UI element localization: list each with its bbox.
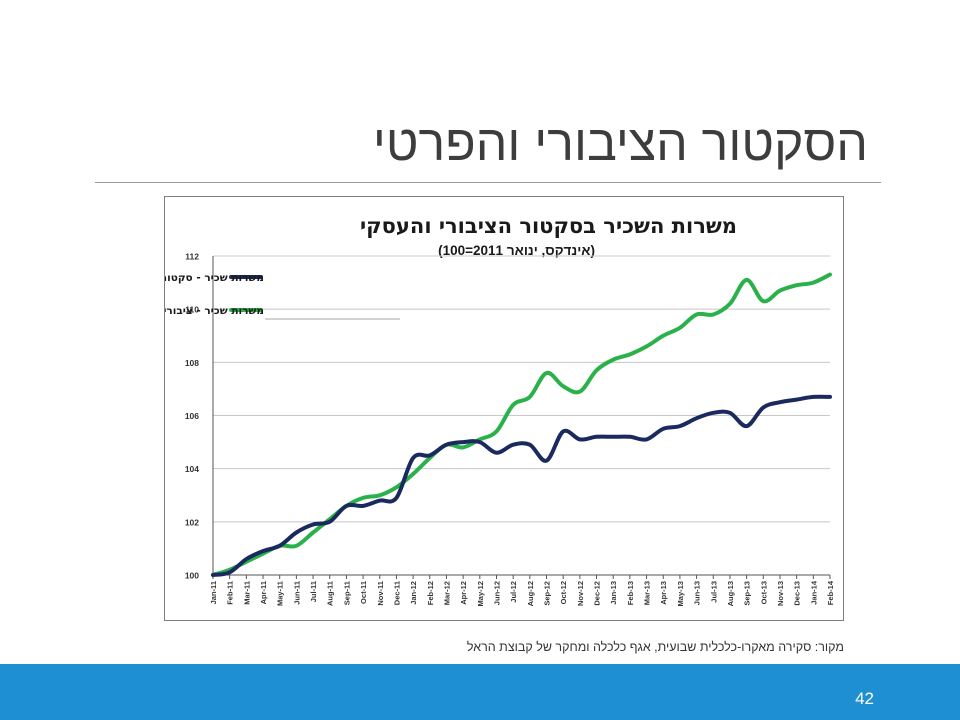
x-tick-label: Aug-11 bbox=[326, 581, 335, 606]
x-tick-label: Apr-11 bbox=[259, 581, 268, 604]
x-tick-label: May-12 bbox=[476, 581, 485, 606]
legend: משרות שכיר - סקטור עסקי משרות שכיר - ציבו… bbox=[165, 272, 400, 320]
axes: 100 102 104 106 108 110 112 Jan-11 Feb-11 Mar-11 A… bbox=[185, 252, 835, 607]
x-tick-label: Mar-13 bbox=[643, 581, 652, 605]
y-tick-label: 110 bbox=[185, 305, 199, 315]
x-tick-label: Nov-12 bbox=[576, 581, 585, 606]
x-tick-label: Oct-12 bbox=[559, 581, 568, 604]
x-tick-label: Jun-13 bbox=[693, 581, 702, 605]
x-tick-label: Oct-13 bbox=[759, 581, 768, 604]
page-number: 42 bbox=[855, 689, 874, 708]
x-tick-label: Aug-13 bbox=[726, 581, 735, 606]
x-tick-label: Oct-11 bbox=[359, 581, 368, 604]
x-tick-label: Feb-14 bbox=[826, 580, 835, 605]
legend-label: משרות שכיר - סקטור עסקי bbox=[165, 272, 264, 284]
x-tick-label: Feb-13 bbox=[626, 581, 635, 605]
x-tick-label: Apr-13 bbox=[659, 581, 668, 605]
x-tick-label: Sep-13 bbox=[743, 581, 752, 606]
x-tick-label: Jun-11 bbox=[292, 581, 301, 605]
y-tick-label: 108 bbox=[185, 358, 199, 368]
x-tick-label: Feb-12 bbox=[426, 581, 435, 605]
x-tick-label: Nov-13 bbox=[776, 581, 785, 606]
x-tick-label: Dec-13 bbox=[793, 581, 802, 606]
x-tick-label: Jan-14 bbox=[809, 580, 818, 605]
x-tick-label: Feb-11 bbox=[226, 581, 235, 605]
title-divider bbox=[95, 182, 881, 183]
x-tick-label: Apr-12 bbox=[459, 581, 468, 605]
x-tick-label: Sep-12 bbox=[543, 581, 552, 606]
footer-bar bbox=[0, 664, 960, 720]
x-tick-label: May-13 bbox=[676, 581, 685, 606]
x-tick-label: Mar-12 bbox=[442, 581, 451, 605]
chart-title: משרות השכיר בסקטור הציבורי והעסקי bbox=[360, 214, 737, 238]
x-tick-label: Jul-11 bbox=[309, 581, 318, 602]
y-tick-label: 100 bbox=[185, 571, 199, 581]
x-tick-label: Jun-12 bbox=[492, 581, 501, 605]
y-tick-label: 112 bbox=[185, 252, 199, 262]
y-tick-label: 104 bbox=[185, 464, 199, 474]
y-tick-label: 106 bbox=[185, 411, 199, 421]
x-tick-label: May-11 bbox=[276, 581, 285, 606]
series-line-public bbox=[211, 272, 832, 577]
legend-label: משרות שכיר - ציבורי bbox=[165, 305, 264, 317]
x-tick-label: Jul-13 bbox=[709, 581, 718, 603]
source-note: מקור: סקירה מאקרו-כלכלית שבועית, אגף כלכ… bbox=[466, 640, 844, 654]
line-chart: משרות השכיר בסקטור הציבורי והעסקי (אינדק… bbox=[165, 214, 835, 607]
x-tick-label: Nov-11 bbox=[376, 581, 385, 606]
series-lines bbox=[211, 272, 832, 577]
chart-subtitle: (אינדקס, ינואר 2011=100) bbox=[438, 243, 595, 258]
x-tick-label: Mar-11 bbox=[242, 581, 251, 605]
x-tick-label: Sep-11 bbox=[342, 581, 351, 605]
x-tick-label: Jul-12 bbox=[509, 581, 518, 603]
series-line-business bbox=[211, 394, 832, 577]
chart-frame: משרות השכיר בסקטור הציבורי והעסקי (אינדק… bbox=[164, 196, 844, 621]
y-tick-label: 102 bbox=[185, 517, 199, 527]
x-tick-label: Jan-12 bbox=[409, 581, 418, 605]
x-tick-label: Dec-11 bbox=[392, 581, 401, 605]
x-tick-label: Dec-12 bbox=[593, 581, 602, 606]
x-tick-label: Jan-11 bbox=[209, 581, 218, 604]
x-tick-label: Aug-12 bbox=[526, 581, 535, 606]
slide-title: הסקטור הציבורי והפרטי bbox=[372, 115, 868, 171]
x-tick-label: Jan-13 bbox=[609, 581, 618, 605]
